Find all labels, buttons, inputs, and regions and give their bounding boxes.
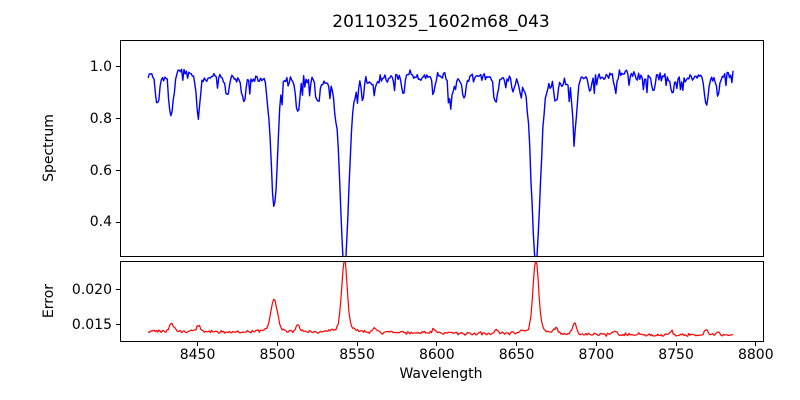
x-tick-label: 8650 bbox=[498, 347, 535, 363]
plot-title: 20110325_1602m68_043 bbox=[332, 12, 550, 32]
x-tick bbox=[436, 342, 438, 346]
x-tick-label: 8450 bbox=[179, 347, 216, 363]
spectrum-ytick-label: 1.0 bbox=[89, 58, 112, 75]
wavelength-axis-label: Wavelength bbox=[399, 366, 483, 382]
spectrum-ytick-label: 0.8 bbox=[89, 110, 112, 127]
error-svg bbox=[147, 262, 734, 338]
spectrum-ytick bbox=[116, 221, 120, 223]
spectrum-plot-area bbox=[120, 40, 764, 257]
spectrum-ytick-label: 0.4 bbox=[89, 214, 112, 231]
x-tick-label: 8600 bbox=[418, 347, 455, 363]
x-tick bbox=[356, 342, 358, 346]
spectrum-line bbox=[147, 68, 734, 256]
x-tick bbox=[276, 342, 278, 346]
x-tick-label: 8500 bbox=[259, 347, 296, 363]
spectrum-ytick-label: 0.6 bbox=[89, 162, 112, 179]
error-ytick bbox=[116, 289, 120, 291]
x-tick bbox=[675, 342, 677, 346]
error-plot-area bbox=[120, 261, 764, 342]
error-ytick-label: 0.020 bbox=[71, 281, 112, 298]
x-tick bbox=[595, 342, 597, 346]
error-ytick-label: 0.015 bbox=[71, 316, 112, 333]
error-ytick bbox=[116, 324, 120, 326]
spectrum-ytick bbox=[116, 118, 120, 120]
x-tick bbox=[755, 342, 757, 346]
x-tick bbox=[197, 342, 199, 346]
x-tick-label: 8550 bbox=[339, 347, 375, 363]
x-tick-label: 8700 bbox=[578, 347, 615, 363]
x-tick bbox=[516, 342, 518, 346]
x-tick-label: 8750 bbox=[658, 347, 694, 363]
x-tick-label: 8800 bbox=[737, 347, 774, 363]
spectrum-ytick bbox=[116, 170, 120, 172]
spectrum-svg bbox=[147, 68, 734, 256]
spectrum-ytick bbox=[116, 66, 120, 68]
error-line bbox=[147, 262, 734, 338]
